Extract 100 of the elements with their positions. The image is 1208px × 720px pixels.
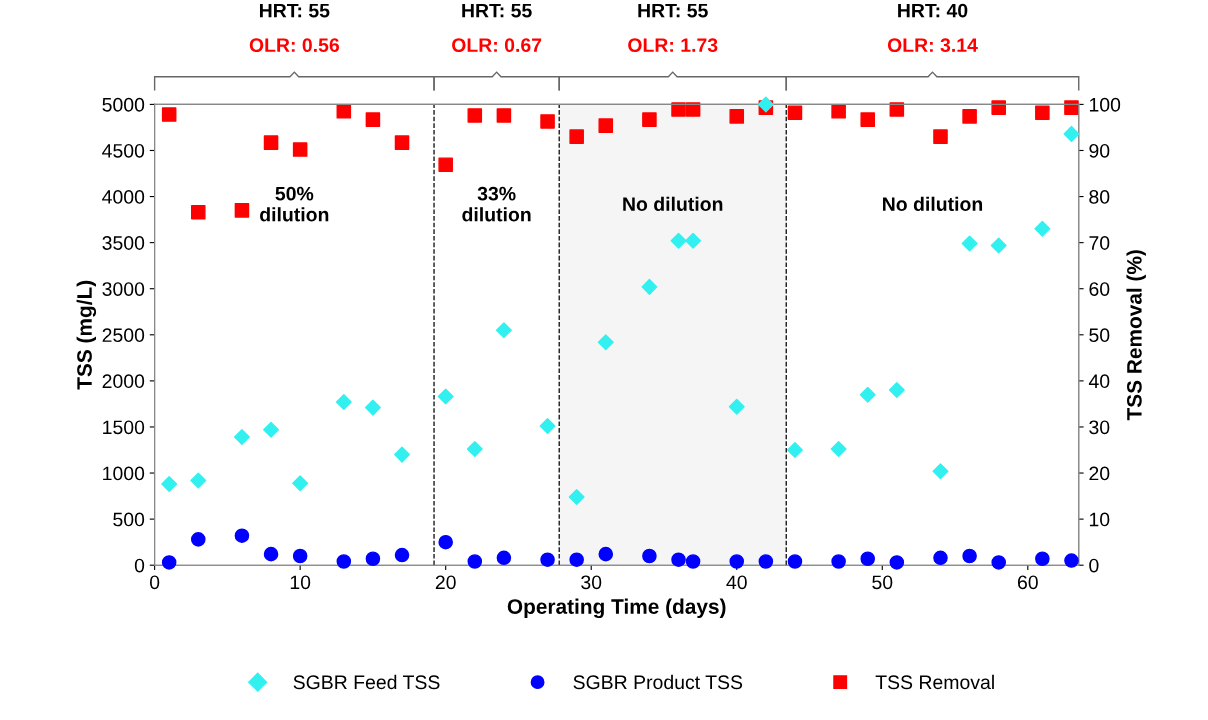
y2-tick-label: 10	[1089, 512, 1110, 527]
y-tick-label: 0	[134, 558, 145, 573]
point	[365, 112, 381, 127]
point	[263, 546, 279, 562]
y-axis-title: TSS (mg/L)	[76, 280, 97, 390]
point	[1034, 220, 1051, 237]
legend-label: TSS Removal	[875, 674, 994, 690]
point	[569, 552, 584, 567]
point	[364, 399, 381, 416]
point	[540, 552, 555, 567]
point	[161, 555, 177, 570]
y2-tick-label: 100	[1089, 97, 1121, 112]
point	[962, 548, 977, 564]
point	[787, 554, 803, 569]
point	[495, 322, 512, 339]
point	[671, 102, 686, 117]
point	[1035, 105, 1050, 120]
point	[757, 96, 774, 113]
y-tick-label: 3500	[102, 236, 145, 250]
point	[568, 489, 585, 505]
point	[466, 441, 483, 458]
point	[670, 232, 687, 249]
point	[991, 100, 1006, 115]
y2-tick-label: 20	[1089, 466, 1110, 481]
point	[831, 104, 846, 119]
point	[685, 102, 701, 117]
point	[336, 104, 352, 119]
x-tick-label: 20	[435, 575, 456, 590]
point	[671, 552, 686, 567]
point	[597, 334, 614, 351]
point	[263, 421, 280, 438]
point	[642, 548, 657, 564]
point	[729, 109, 745, 124]
point	[932, 463, 949, 480]
point	[161, 476, 178, 493]
point	[336, 554, 352, 569]
point	[540, 114, 555, 129]
point	[859, 386, 876, 403]
point	[598, 546, 614, 562]
point	[467, 554, 483, 569]
point	[642, 112, 657, 127]
point	[728, 398, 745, 415]
point	[292, 548, 308, 564]
x-tick-label: 40	[726, 575, 747, 590]
point	[1063, 125, 1080, 142]
point	[233, 429, 250, 446]
x-tick-label: 60	[1017, 575, 1038, 590]
point	[1064, 553, 1079, 568]
x-tick-label: 30	[581, 575, 602, 590]
point	[860, 551, 876, 567]
y-tick-label: 5000	[102, 97, 145, 112]
point	[641, 278, 658, 295]
point	[933, 129, 948, 144]
text: HRT: 55	[462, 3, 532, 18]
point	[438, 534, 453, 550]
point	[830, 441, 847, 458]
y-tick-label: 4500	[102, 143, 145, 158]
point	[438, 157, 453, 173]
point	[831, 554, 846, 569]
y-tick-label: 2500	[102, 328, 145, 343]
point	[190, 472, 207, 489]
x-tick-label: 0	[149, 575, 160, 590]
point	[234, 203, 250, 218]
point	[191, 204, 206, 220]
point	[685, 232, 702, 249]
point	[539, 418, 556, 435]
x-tick-label: 50	[872, 575, 893, 590]
x-tick-label: 10	[290, 575, 311, 590]
y-tick-label: 4000	[102, 190, 145, 204]
x-axis-title: Operating Time (days)	[507, 598, 726, 619]
point	[335, 394, 352, 411]
point	[496, 108, 512, 123]
y2-tick-label: 70	[1089, 236, 1110, 250]
annotation: 33% dilution	[462, 186, 531, 222]
point	[394, 547, 410, 563]
y2-tick-label: 60	[1089, 282, 1110, 296]
point	[1035, 551, 1050, 567]
point	[394, 446, 411, 463]
point	[991, 555, 1006, 570]
point	[758, 554, 774, 569]
point	[786, 442, 803, 458]
text: OLR: 3.14	[887, 38, 978, 53]
point	[961, 235, 978, 252]
point	[990, 237, 1007, 254]
point	[787, 105, 803, 120]
y2-axis-title: TSS Removal (%)	[1126, 250, 1146, 421]
point	[598, 118, 614, 133]
legend-label: SGBR Product TSS	[573, 674, 743, 690]
text: HRT: 40	[898, 3, 968, 18]
y-tick-label: 500	[113, 512, 145, 527]
y-tick-label: 1000	[103, 466, 145, 481]
y-tick-label: 3000	[102, 282, 145, 296]
y2-tick-label: 80	[1089, 190, 1110, 204]
point	[394, 135, 410, 150]
point	[933, 550, 948, 566]
y-tick-label: 1500	[103, 420, 145, 435]
point	[888, 382, 905, 399]
y2-tick-label: 0	[1089, 558, 1099, 573]
point	[191, 532, 206, 547]
text: OLR: 0.56	[249, 38, 340, 53]
